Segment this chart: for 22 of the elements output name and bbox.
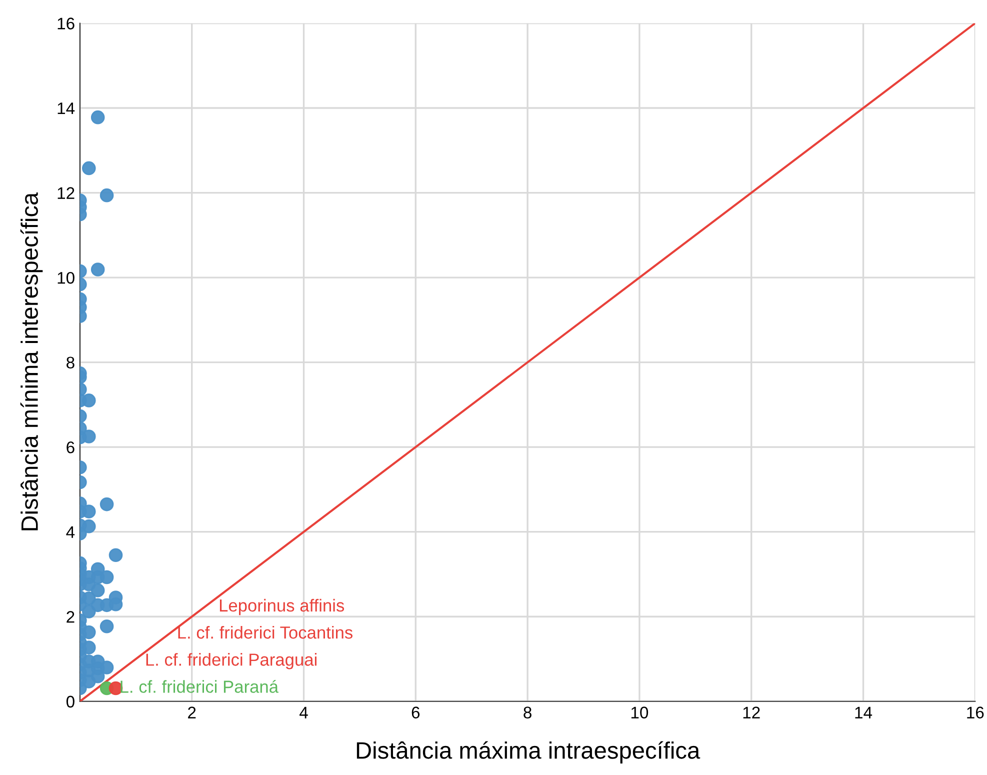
annotation: Leporinus affinis [220, 598, 344, 616]
x-axis-title: Distância máxima intraespecífica [356, 741, 700, 764]
annotation: L. cf. friderici Tocantins [178, 626, 352, 639]
x-tick-label: 8 [524, 706, 532, 718]
x-tick-label: 14 [855, 706, 872, 718]
y-tick-label: 14 [58, 102, 75, 114]
y-tick-label: 8 [66, 356, 74, 369]
x-tick-label: 10 [631, 706, 648, 718]
y-axis-title: Distância mínima interespecífica [20, 192, 43, 530]
y-tick-label: 12 [58, 187, 74, 199]
y-tick-label: 10 [58, 272, 74, 284]
y-tick-label: 4 [66, 526, 75, 538]
annotation: L. cf. friderici Paraguai [146, 653, 316, 670]
x-tick-label: 2 [188, 706, 196, 718]
y-tick-label: 6 [66, 441, 74, 454]
x-tick-label: 4 [300, 706, 308, 718]
x-tick-label: 6 [412, 706, 420, 718]
x-tick-label: 16 [967, 706, 984, 718]
y-tick-label: 0 [66, 696, 74, 708]
y-tick-label: 2 [66, 611, 74, 623]
y-tick-label: 16 [58, 18, 74, 30]
x-tick-label: 12 [743, 706, 760, 718]
